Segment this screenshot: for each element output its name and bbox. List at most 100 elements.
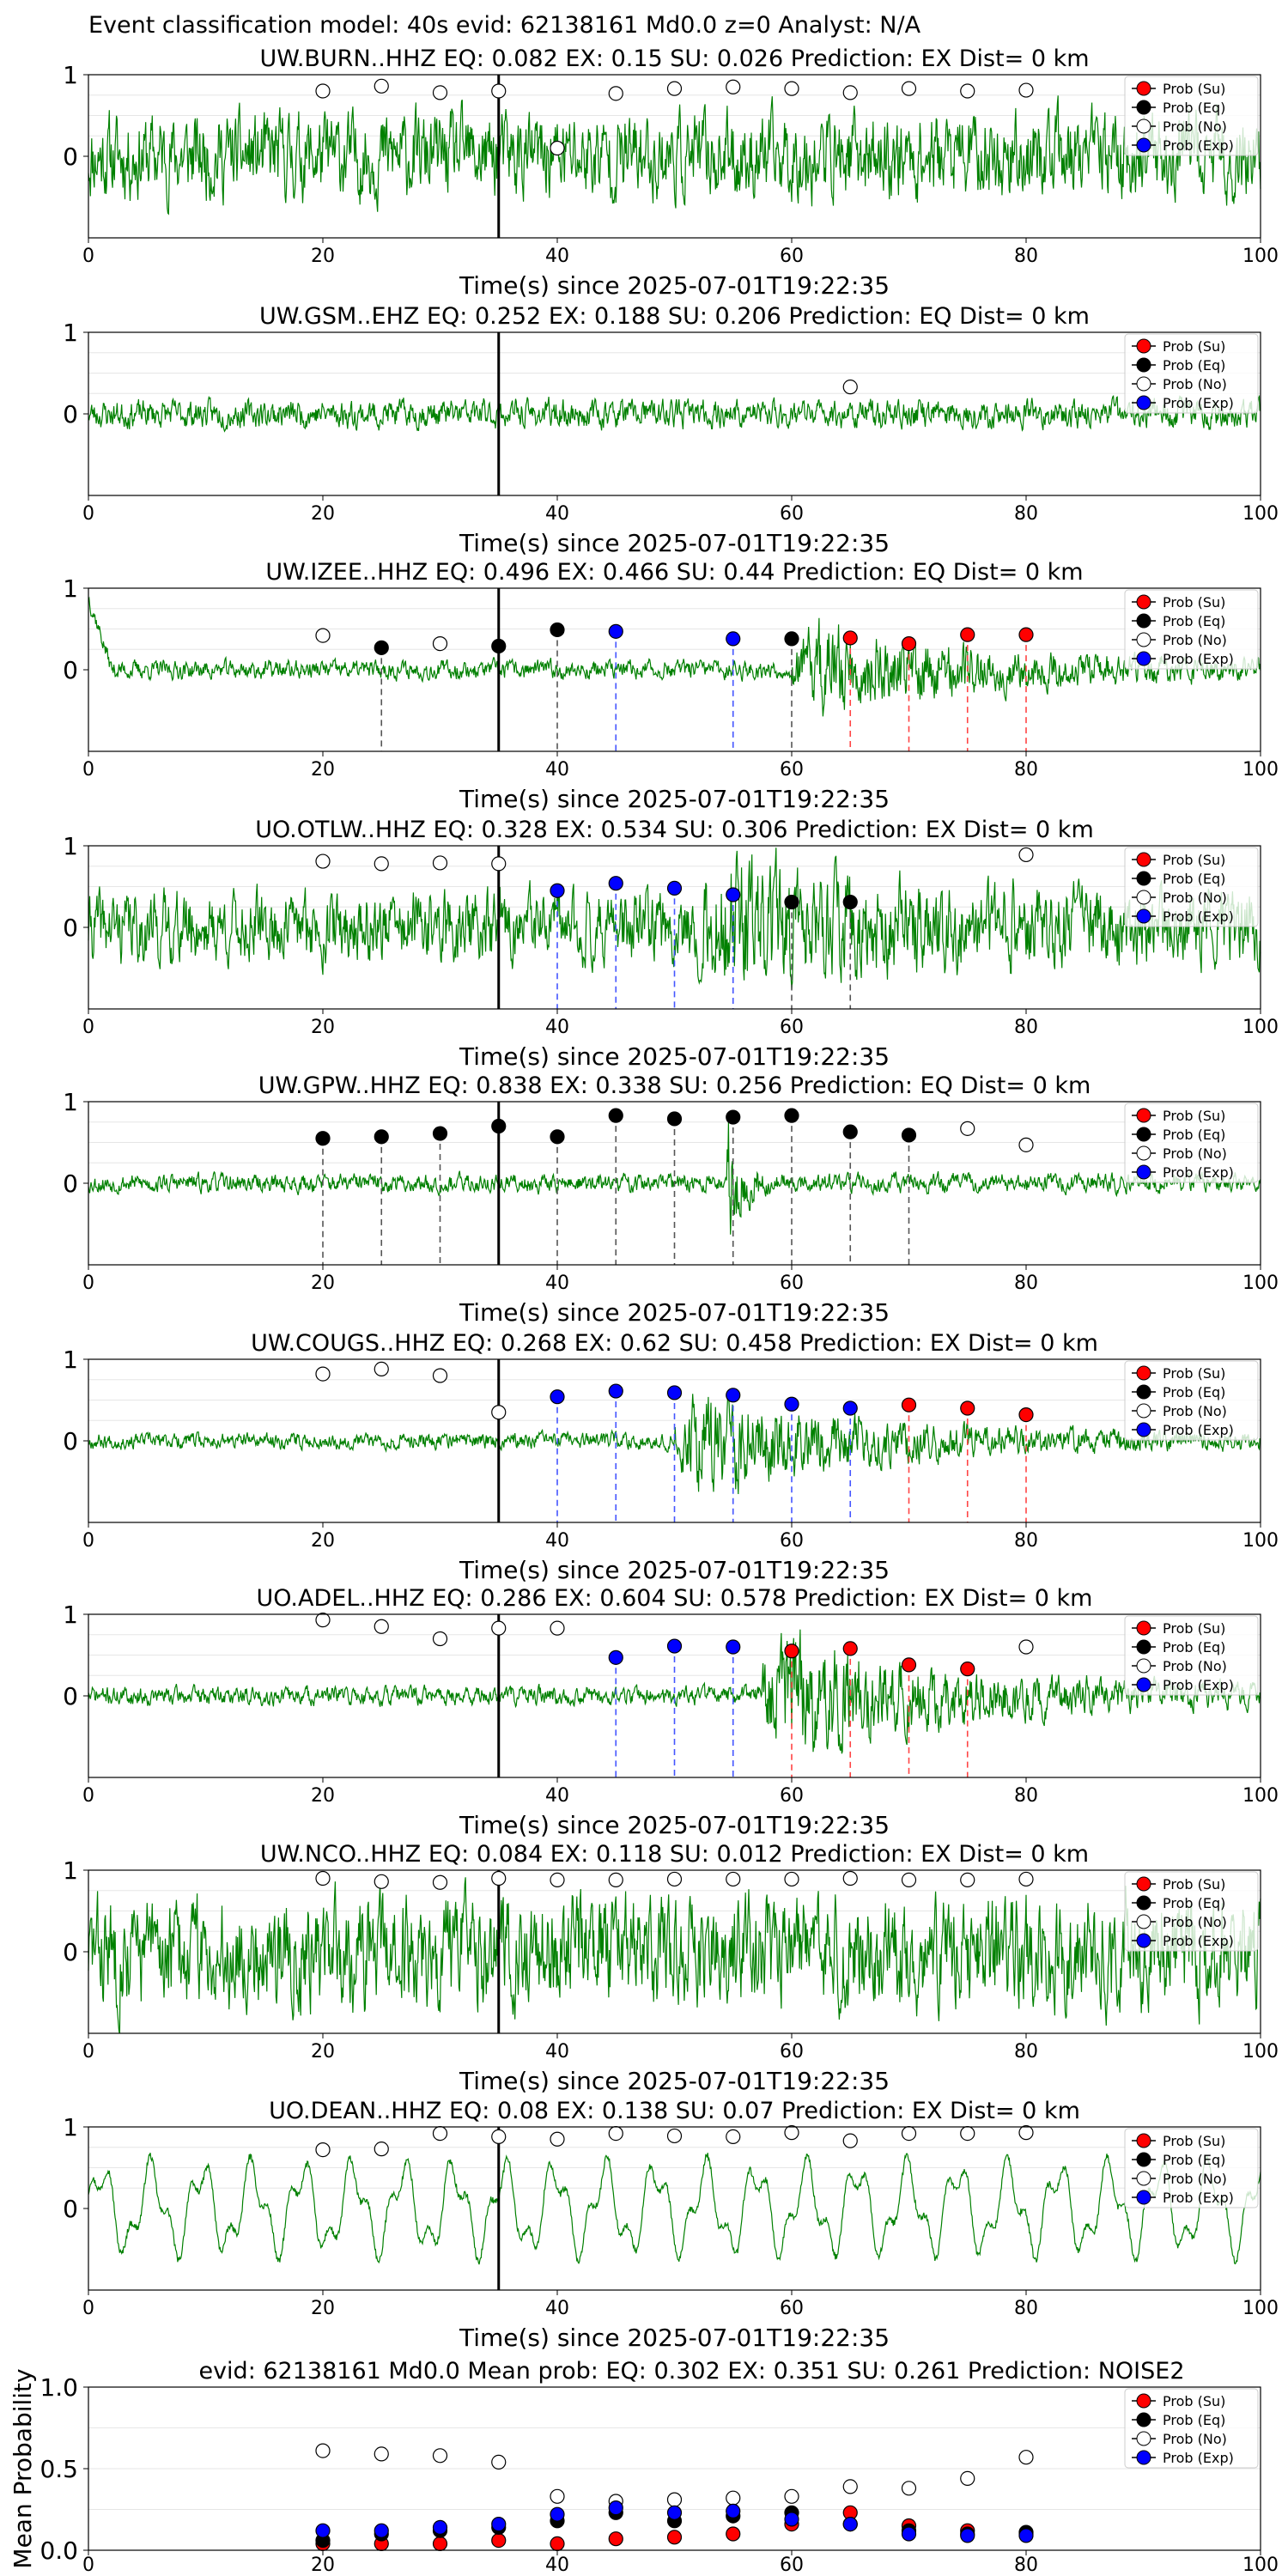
prob-marker-eq [666,1111,683,1127]
y-tick-label: 1 [63,61,78,89]
legend-marker-su [1136,1108,1151,1123]
mean-marker-no [491,2454,507,2470]
y-tick-label: 0.5 [39,2455,78,2483]
legend-label: Prob (Su) [1163,1108,1225,1124]
axes-frame [88,2126,1261,2291]
prob-marker-no [491,2129,507,2144]
legend-label: Prob (Su) [1163,81,1225,97]
waveform-trace [88,394,1261,433]
y-tick-label: 1 [63,1346,78,1374]
x-tick-label: 40 [545,246,569,267]
legend-label: Prob (Exp) [1163,651,1234,667]
legend-label: Prob (Eq) [1163,100,1225,116]
y-tick-label: 0 [63,1682,78,1710]
y-tick-label: 0.0 [39,2537,78,2565]
prob-marker-no [491,856,507,872]
x-tick-label: 20 [311,2041,335,2063]
legend-label: Prob (Eq) [1163,613,1225,629]
mean-marker-su [726,2526,741,2542]
x-tick-label: 100 [1242,1530,1279,1552]
station-panel: UO.OTLW..HHZ EQ: 0.328 EX: 0.534 SU: 0.3… [63,817,1279,1071]
prob-marker-no [491,1620,507,1636]
x-tick-label: 80 [1014,246,1038,267]
mean-marker-exp [901,2526,917,2542]
x-tick-label: 0 [82,1273,94,1294]
x-tick-label: 100 [1242,2298,1279,2319]
prob-marker-no [960,83,975,99]
prob-marker-no [1018,1639,1034,1655]
prob-marker-su [842,630,858,646]
figure-suptitle: Event classification model: 40s evid: 62… [88,12,921,39]
legend-label: Prob (No) [1163,890,1227,906]
station-panel: UW.COUGS..HHZ EQ: 0.268 EX: 0.62 SU: 0.4… [63,1330,1279,1584]
x-tick-label: 40 [545,2041,569,2063]
prob-marker-no [784,2125,799,2141]
legend-label: Prob (Exp) [1163,137,1234,154]
prob-marker-su [960,1400,975,1416]
legend-label: Prob (Exp) [1163,1164,1234,1181]
panels: UW.BURN..HHZ EQ: 0.082 EX: 0.15 SU: 0.02… [9,46,1279,2576]
x-tick-label: 100 [1242,1017,1279,1038]
legend-label: Prob (No) [1163,118,1227,135]
prob-marker-no [432,2126,448,2142]
prob-marker-no [1018,82,1034,98]
x-tick-label: 60 [780,759,804,781]
legend-label: Prob (Eq) [1163,1639,1225,1656]
prob-marker-no [960,2126,975,2142]
prob-marker-no [666,81,683,96]
legend-marker-su [1136,1620,1151,1636]
mean-marker-exp [315,2523,331,2538]
x-tick-label: 20 [311,1530,335,1552]
legend-marker-no [1136,2431,1151,2446]
prob-marker-no [1018,2125,1034,2141]
x-tick-label: 100 [1242,2555,1279,2576]
y-tick-label: 1 [63,832,78,860]
mean-marker-exp [550,2506,565,2522]
station-panel: UO.ADEL..HHZ EQ: 0.286 EX: 0.604 SU: 0.5… [63,1585,1279,1839]
legend-marker-su [1136,852,1151,867]
x-tick-label: 60 [780,2041,804,2063]
legend-label: Prob (No) [1163,632,1227,648]
mean-marker-exp [374,2523,389,2538]
prob-marker-no [901,1872,917,1887]
x-axis-label: Time(s) since 2025-07-01T19:22:35 [459,529,890,557]
x-tick-label: 0 [82,503,94,525]
prob-marker-exp [608,1649,623,1665]
panel-title: UW.COUGS..HHZ EQ: 0.268 EX: 0.62 SU: 0.4… [251,1330,1098,1357]
y-tick-label: 0 [63,400,78,428]
mean-marker-no [315,2443,331,2458]
prob-marker-no [666,1871,683,1887]
prob-marker-no [960,1121,975,1136]
x-tick-label: 20 [311,246,335,267]
prob-marker-no [901,81,917,96]
prob-marker-exp [550,1389,565,1405]
x-tick-label: 80 [1014,1530,1038,1552]
x-tick-label: 60 [780,246,804,267]
x-tick-label: 0 [82,1017,94,1038]
y-tick-label: 0 [63,656,78,684]
legend-frame [1124,333,1259,414]
prob-marker-no [550,1872,565,1887]
prob-marker-eq [784,894,799,910]
waveform-trace [88,596,1261,717]
legend-marker-su [1136,594,1151,610]
mean-marker-exp [842,2517,858,2532]
legend-marker-no [1136,2171,1151,2186]
x-axis-label: Time(s) since 2025-07-01T19:22:35 [459,271,890,300]
x-tick-label: 100 [1242,2041,1279,2063]
legend-label: Prob (Exp) [1163,1933,1234,1949]
legend-marker-exp [1136,1422,1151,1437]
waveform-trace [88,1121,1261,1235]
legend-marker-exp [1136,1677,1151,1692]
legend-marker-su [1136,2133,1151,2148]
station-panel: UW.BURN..HHZ EQ: 0.082 EX: 0.15 SU: 0.02… [63,46,1279,300]
waveform-trace [88,95,1261,216]
prob-marker-eq [374,640,389,655]
prob-marker-no [374,78,389,94]
x-tick-label: 100 [1242,1785,1279,1807]
x-axis-label: Time(s) since 2025-07-01T19:22:35 [459,2067,890,2095]
mean-marker-no [842,2479,858,2494]
mean-marker-no [960,2470,975,2486]
legend-marker-eq [1136,2152,1151,2167]
panel-title: UW.BURN..HHZ EQ: 0.082 EX: 0.15 SU: 0.02… [259,46,1089,72]
